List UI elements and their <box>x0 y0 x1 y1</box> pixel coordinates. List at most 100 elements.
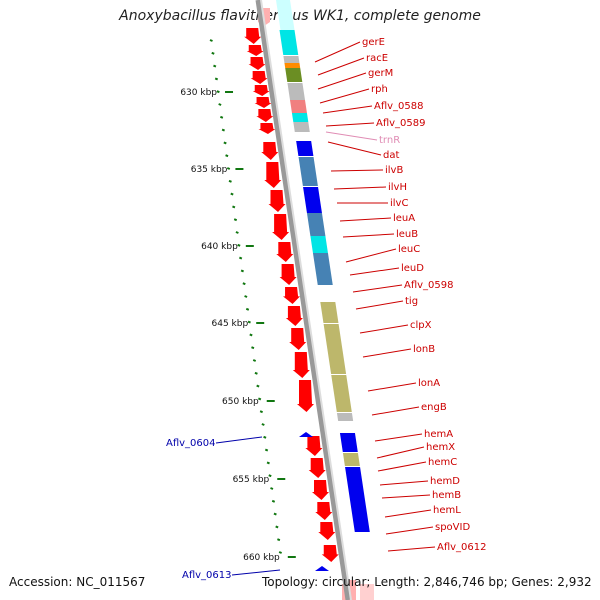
gene-arrow <box>246 45 264 56</box>
kbp-label: 655 kbp <box>233 475 270 485</box>
gene-arrow <box>312 480 329 500</box>
gene-arrow <box>244 28 262 44</box>
gene-label: Aflv_0613 <box>182 570 232 581</box>
gene-label: ilvB <box>385 165 403 176</box>
label-leader <box>376 446 425 459</box>
gene-label: gerE <box>362 37 385 48</box>
cog-block <box>342 453 360 466</box>
label-leader <box>330 169 384 172</box>
gene-arrow <box>283 287 301 304</box>
tick-dot <box>273 512 277 516</box>
tick-dot <box>232 205 236 209</box>
label-leader <box>342 233 395 238</box>
gene-label: spoVID <box>435 522 470 533</box>
gene-label: ilvC <box>390 198 408 209</box>
tick-dot <box>266 461 270 465</box>
gene-label: hemC <box>428 457 457 468</box>
cog-block <box>336 413 354 421</box>
tick-dot <box>258 397 262 401</box>
cog-block <box>312 253 333 285</box>
tick-dot <box>209 39 213 42</box>
tick-dot <box>271 499 276 503</box>
label-leader <box>367 382 417 392</box>
cog-block <box>310 236 328 253</box>
cog-block <box>284 63 301 68</box>
label-leader <box>385 526 434 535</box>
label-leader <box>352 284 403 293</box>
label-leader <box>317 72 367 90</box>
kbp-label: 635 kbp <box>191 165 228 175</box>
tick-dot <box>256 384 260 388</box>
gene-arrow <box>261 142 279 160</box>
cog-block <box>320 302 339 323</box>
gene-arrow <box>308 458 326 478</box>
gene-arrow <box>318 522 336 540</box>
label-leader <box>387 546 436 552</box>
gene-arrow <box>258 123 276 134</box>
cog-block <box>360 584 374 600</box>
kbp-label: 630 kbp <box>180 88 217 98</box>
kbp-label: 650 kbp <box>222 397 259 407</box>
tick-dot <box>261 423 265 426</box>
cog-block <box>285 68 303 82</box>
label-leader <box>384 509 432 518</box>
gene-arrow <box>305 436 323 456</box>
tick-marks <box>209 39 296 558</box>
gene-label: Aflv_0589 <box>376 118 426 129</box>
genome-backbone <box>255 0 351 600</box>
cog-block <box>293 122 310 132</box>
gene-arrow <box>252 85 270 96</box>
label-leader <box>381 494 431 499</box>
label-leader <box>327 141 382 156</box>
label-leader <box>325 122 375 127</box>
kbp-label: 640 kbp <box>201 242 238 252</box>
tick-dot <box>219 115 224 119</box>
tick-dot <box>223 141 227 145</box>
gene-arrow <box>276 242 294 262</box>
gene-label: engB <box>421 402 447 413</box>
gene-label: hemX <box>426 442 455 453</box>
gene-arrow <box>289 328 307 350</box>
cog-block <box>345 467 370 532</box>
label-leader <box>374 433 423 442</box>
gene-label: Aflv_0588 <box>374 101 424 112</box>
tick-dot <box>278 551 282 554</box>
tick-dot <box>233 218 238 222</box>
tick-dot <box>239 256 243 260</box>
gene-label: Aflv_0612 <box>437 542 487 553</box>
cog-block <box>298 157 318 186</box>
tick-dot <box>254 371 258 375</box>
tick-dot <box>242 282 246 286</box>
label-leader <box>231 569 281 576</box>
gene-label: hemB <box>432 490 461 501</box>
tick-dot <box>275 525 279 529</box>
cog-block <box>339 433 358 452</box>
tick-dot <box>218 103 222 106</box>
tick-dot <box>249 333 253 337</box>
label-leader <box>319 88 370 104</box>
tick-dot <box>277 538 281 542</box>
cog-block <box>306 213 326 236</box>
tick-dot <box>270 487 274 490</box>
label-leader <box>215 436 263 444</box>
gene-label: hemL <box>433 505 461 516</box>
kbp-labels: 630 kbp 635 kbp 640 kbp 645 kbp 650 kbp 655 k… <box>180 88 280 563</box>
cog-block <box>291 113 309 122</box>
label-leader <box>317 57 365 76</box>
gene-label: Aflv_0598 <box>404 280 454 291</box>
gene-label: gerM <box>368 68 393 79</box>
topology-label: Topology: circular; Length: 2,846,746 bp… <box>262 575 592 589</box>
tick-dot <box>237 243 241 247</box>
tick-dot <box>228 179 232 183</box>
label-leader <box>314 41 361 63</box>
gene-label: leuD <box>401 263 424 274</box>
gene-label: lonA <box>418 378 440 389</box>
tick-dot <box>251 346 255 350</box>
genome-backbone-shadow <box>260 0 352 600</box>
label-leader <box>359 324 409 334</box>
gene-label: leuA <box>393 213 415 224</box>
reverse-gene-arrow <box>315 566 329 571</box>
gene-label: leuB <box>396 229 418 240</box>
gene-arrow <box>292 352 310 378</box>
